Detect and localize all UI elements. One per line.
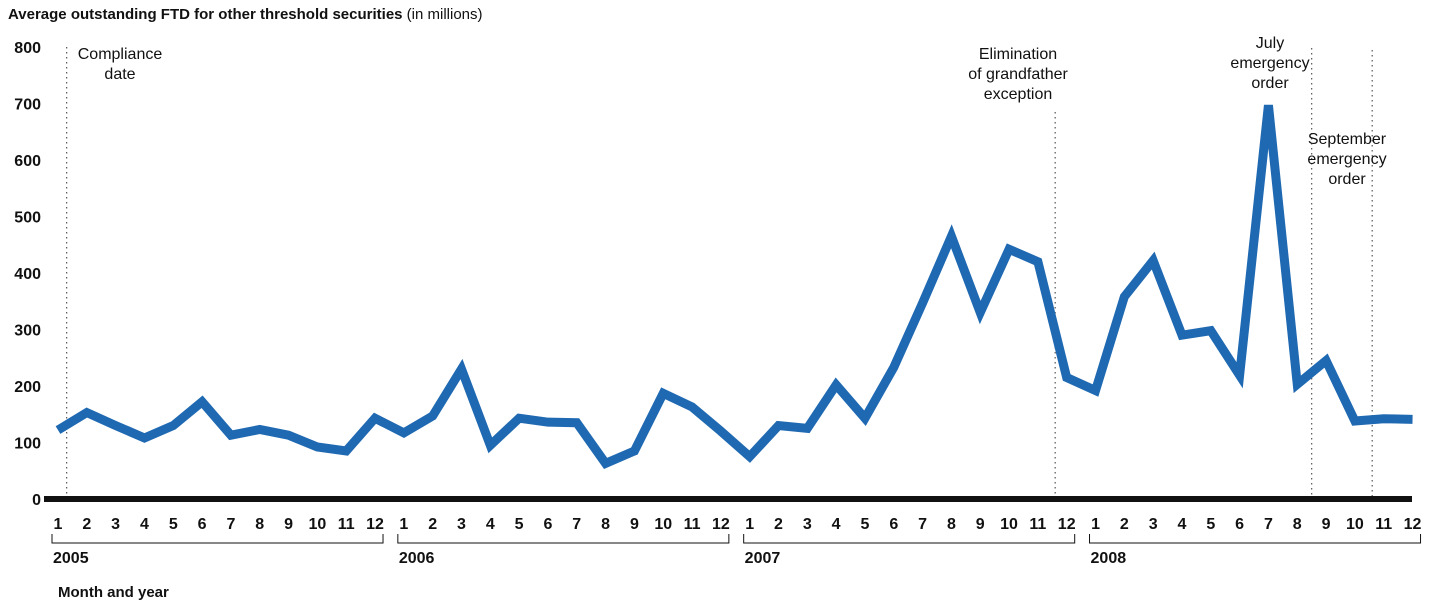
x-tick-label: 11 — [1375, 516, 1392, 533]
y-tick-label: 100 — [14, 436, 41, 453]
x-tick-label: 2 — [82, 516, 91, 533]
x-tick-label: 4 — [832, 516, 841, 533]
event-annotation: Compliance date — [78, 46, 163, 83]
x-tick-label: 6 — [198, 516, 207, 533]
event-annotation-line: emergency — [1307, 151, 1386, 168]
year-label: 2007 — [745, 550, 781, 567]
year-bracket — [51, 534, 384, 544]
x-tick-label: 5 — [1206, 516, 1215, 533]
event-annotation-line: emergency — [1230, 55, 1309, 72]
event-annotations: Compliance date Elimination of grandfather e… — [78, 35, 1387, 188]
x-tick-label: 9 — [1322, 516, 1331, 533]
year-label: 2006 — [399, 550, 435, 567]
x-tick-label: 2 — [1120, 516, 1129, 533]
x-tick-label: 11 — [338, 516, 355, 533]
y-tick-label: 200 — [14, 379, 41, 396]
event-annotation-line: Elimination — [979, 46, 1057, 63]
x-tick-label: 4 — [140, 516, 149, 533]
x-axis-label: Month and year — [58, 584, 169, 601]
x-tick-label: 11 — [1029, 516, 1046, 533]
x-axis-ticks: 1 2 3 4 5 6 7 8 9 10 11 12 1 2 3 4 5 6 7 8 9 10 11 12 1 2 3 4 5 6 7 8 9 1… — [54, 516, 1422, 533]
x-tick-label: 5 — [169, 516, 178, 533]
x-tick-label: 10 — [1346, 516, 1364, 533]
x-tick-label: 3 — [457, 516, 466, 533]
x-tick-label: 9 — [630, 516, 639, 533]
x-tick-label: 8 — [1293, 516, 1302, 533]
x-tick-label: 2 — [428, 516, 437, 533]
event-annotation: Elimination of grandfather exception — [968, 46, 1068, 103]
y-axis-ticks: 0 100 200 300 400 500 600 700 800 — [14, 40, 41, 509]
x-tick-label: 10 — [1000, 516, 1018, 533]
event-annotation-line: September — [1308, 131, 1387, 148]
x-tick-label: 10 — [308, 516, 326, 533]
x-tick-label: 3 — [803, 516, 812, 533]
year-label: 2005 — [53, 550, 89, 567]
x-tick-label: 8 — [601, 516, 610, 533]
event-annotation-line: July — [1256, 35, 1284, 52]
year-brackets: 2005 2006 2007 2008 — [51, 534, 1422, 567]
series-layer — [55, 104, 1413, 469]
x-tick-label: 8 — [255, 516, 264, 533]
event-annotation: July emergency order — [1230, 35, 1309, 92]
x-tick-label: 7 — [918, 516, 927, 533]
event-lines — [66, 47, 1373, 499]
x-tick-label: 2 — [774, 516, 783, 533]
year-bracket — [397, 534, 730, 544]
x-tick-label: 12 — [1058, 516, 1076, 533]
year-bracket — [743, 534, 1076, 544]
x-tick-label: 10 — [654, 516, 672, 533]
x-tick-label: 12 — [712, 516, 730, 533]
x-tick-label: 6 — [543, 516, 552, 533]
year-bracket — [1089, 534, 1422, 544]
chart-title: Average outstanding FTD for other thresh… — [8, 6, 483, 23]
event-annotation-line: order — [1328, 171, 1366, 188]
x-tick-label: 4 — [486, 516, 495, 533]
x-tick-label: 3 — [1149, 516, 1158, 533]
year-label: 2008 — [1091, 550, 1127, 567]
x-tick-label: 1 — [745, 516, 754, 533]
x-tick-label: 9 — [976, 516, 985, 533]
y-tick-label: 600 — [14, 153, 41, 170]
x-tick-label: 7 — [572, 516, 581, 533]
x-tick-label: 12 — [366, 516, 384, 533]
event-annotation-line: exception — [984, 86, 1053, 103]
x-tick-label: 7 — [1264, 516, 1273, 533]
x-tick-label: 1 — [1091, 516, 1100, 533]
chart-title-text: Average outstanding FTD for other thresh… — [8, 6, 403, 23]
event-annotation: September emergency order — [1307, 131, 1386, 188]
x-tick-label: 11 — [684, 516, 701, 533]
x-tick-label: 3 — [111, 516, 120, 533]
event-annotation-line: date — [104, 66, 135, 83]
y-tick-label: 800 — [14, 40, 41, 57]
x-tick-label: 6 — [1235, 516, 1244, 533]
x-tick-label: 5 — [861, 516, 870, 533]
x-tick-label: 6 — [889, 516, 898, 533]
event-annotation-line: order — [1251, 75, 1289, 92]
x-tick-label: 4 — [1178, 516, 1187, 533]
series-line — [55, 104, 1413, 469]
x-tick-label: 9 — [284, 516, 293, 533]
y-tick-label: 300 — [14, 323, 41, 340]
x-tick-label: 8 — [947, 516, 956, 533]
x-tick-label: 1 — [399, 516, 408, 533]
y-tick-label: 500 — [14, 210, 41, 227]
chart-title-unit: (in millions) — [406, 6, 483, 23]
y-tick-label: 700 — [14, 97, 41, 114]
x-tick-label: 1 — [54, 516, 63, 533]
event-annotation-line: of grandfather — [968, 66, 1068, 83]
y-tick-label: 0 — [32, 492, 41, 509]
x-tick-label: 7 — [226, 516, 235, 533]
x-tick-label: 12 — [1404, 516, 1422, 533]
x-tick-label: 5 — [515, 516, 524, 533]
y-tick-label: 400 — [14, 266, 41, 283]
event-annotation-line: Compliance — [78, 46, 163, 63]
